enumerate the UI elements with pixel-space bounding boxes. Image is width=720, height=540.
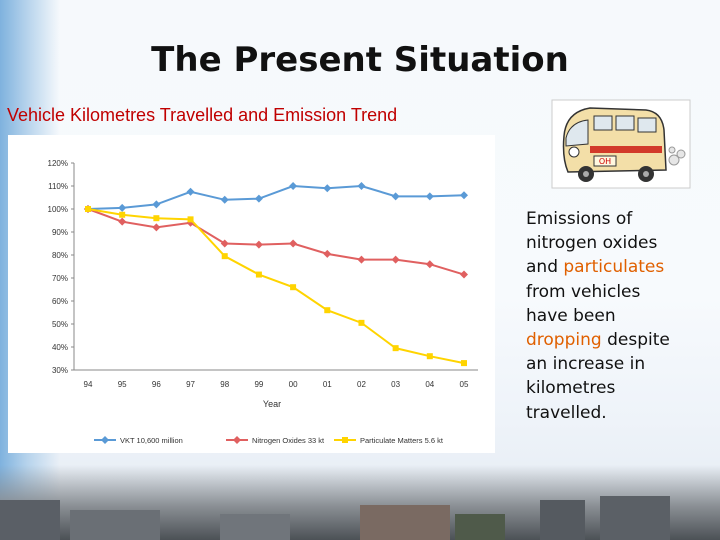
legend: VKT 10,600 million Nitrogen Oxides 33 kt P… — [94, 436, 444, 445]
data-point — [460, 191, 468, 200]
data-point — [254, 240, 263, 249]
y-tick-label: 120% — [48, 159, 68, 168]
series-layer — [84, 182, 468, 367]
y-tick-label: 80% — [52, 251, 68, 260]
note-line: and particulates — [526, 255, 716, 279]
note-highlight-dropping: dropping — [526, 330, 602, 351]
y-tick-label: 50% — [52, 320, 68, 329]
x-tick-label: 94 — [84, 380, 93, 389]
data-point — [152, 200, 161, 209]
y-tick-label: 30% — [52, 366, 68, 375]
data-point — [220, 239, 229, 248]
building — [360, 505, 450, 540]
line-chart: 120% 110% 100% 90% 80% 70% 60% 50% 40% 30% 94 95 96… — [8, 135, 495, 453]
x-axis-title: Year — [263, 399, 281, 409]
y-tick-label: 110% — [48, 182, 68, 191]
data-point — [221, 253, 228, 260]
data-point — [118, 203, 127, 212]
note-line: an increase in — [526, 354, 646, 375]
building — [0, 500, 60, 540]
legend-marker — [342, 437, 348, 443]
data-point — [391, 192, 400, 201]
x-tick-label: 00 — [289, 380, 298, 389]
note-highlight-particulates: particulates — [563, 257, 665, 278]
note-line: have been — [526, 305, 616, 326]
x-tick-label: 99 — [254, 380, 263, 389]
data-point — [254, 194, 263, 203]
chart-svg: 120% 110% 100% 90% 80% 70% 60% 50% 40% 30% 94 95 96… — [48, 159, 478, 445]
data-point — [357, 255, 366, 264]
x-tick-label: 98 — [220, 380, 229, 389]
legend-marker — [233, 436, 241, 444]
note-line: dropping despite — [526, 328, 716, 352]
legend-marker — [101, 436, 109, 444]
bus-sign: OH — [599, 157, 611, 166]
chart-subtitle: Vehicle Kilometres Travelled and Emissio… — [7, 105, 398, 125]
x-tick-label: 05 — [460, 380, 469, 389]
y-tick-label: 40% — [52, 343, 68, 352]
axes-layer — [73, 163, 478, 371]
data-point — [425, 260, 434, 269]
cityscape-background — [0, 465, 720, 540]
data-point — [391, 255, 400, 264]
x-tick-labels: 94 95 96 97 98 99 00 01 02 03 04 05 — [84, 380, 469, 389]
data-point — [425, 192, 434, 201]
x-tick-label: 03 — [391, 380, 400, 389]
building — [540, 500, 585, 540]
data-point — [358, 319, 365, 326]
data-point — [324, 307, 331, 314]
data-point — [152, 223, 161, 232]
note-text: despite — [601, 330, 670, 351]
note-line: from vehicles — [526, 281, 641, 302]
data-point — [187, 216, 194, 223]
note-line: nitrogen oxides — [526, 233, 658, 254]
y-tick-label: 70% — [52, 274, 68, 283]
data-point — [460, 270, 468, 279]
x-tick-label: 95 — [118, 380, 127, 389]
data-point — [357, 182, 366, 190]
slide-title: The Present Situation — [151, 40, 569, 80]
data-point — [426, 353, 433, 360]
note-text: and — [526, 257, 564, 278]
data-point — [220, 195, 229, 204]
tree — [455, 514, 505, 540]
data-point — [289, 239, 298, 248]
data-point — [255, 271, 262, 278]
x-tick-label: 96 — [152, 380, 161, 389]
emissions-note: Emissions of nitrogen oxides and particu… — [526, 207, 716, 425]
building — [600, 496, 670, 540]
y-tick-label: 90% — [52, 228, 68, 237]
data-point — [153, 215, 160, 222]
y-tick-label: 100% — [48, 205, 68, 214]
data-point — [118, 217, 127, 226]
data-point — [323, 249, 332, 258]
series-line-0 — [87, 184, 465, 210]
data-point — [119, 211, 126, 218]
y-tick-labels: 120% 110% 100% 90% 80% 70% 60% 50% 40% 30% — [48, 159, 74, 375]
note-line: travelled. — [526, 402, 607, 423]
data-point — [186, 187, 195, 196]
legend-label: Nitrogen Oxides 33 kt — [252, 436, 325, 445]
y-tick-label: 60% — [52, 297, 68, 306]
x-tick-label: 97 — [186, 380, 195, 389]
data-point — [323, 184, 332, 193]
data-point — [392, 345, 399, 352]
note-line: kilometres — [526, 378, 616, 399]
series-line-2 — [87, 208, 465, 365]
data-point — [85, 206, 91, 212]
legend-label: Particulate Matters 5.6 kt — [360, 436, 444, 445]
x-tick-label: 02 — [357, 380, 366, 389]
building — [70, 510, 160, 540]
legend-label: VKT 10,600 million — [120, 436, 183, 445]
data-point — [290, 284, 297, 291]
bus-illustration: OH — [551, 99, 691, 189]
x-tick-label: 04 — [425, 380, 434, 389]
note-line: Emissions of — [526, 209, 633, 229]
data-point — [289, 182, 298, 190]
data-point — [461, 360, 467, 367]
x-tick-label: 01 — [323, 380, 332, 389]
series-line-1 — [87, 208, 465, 276]
building — [220, 514, 290, 540]
